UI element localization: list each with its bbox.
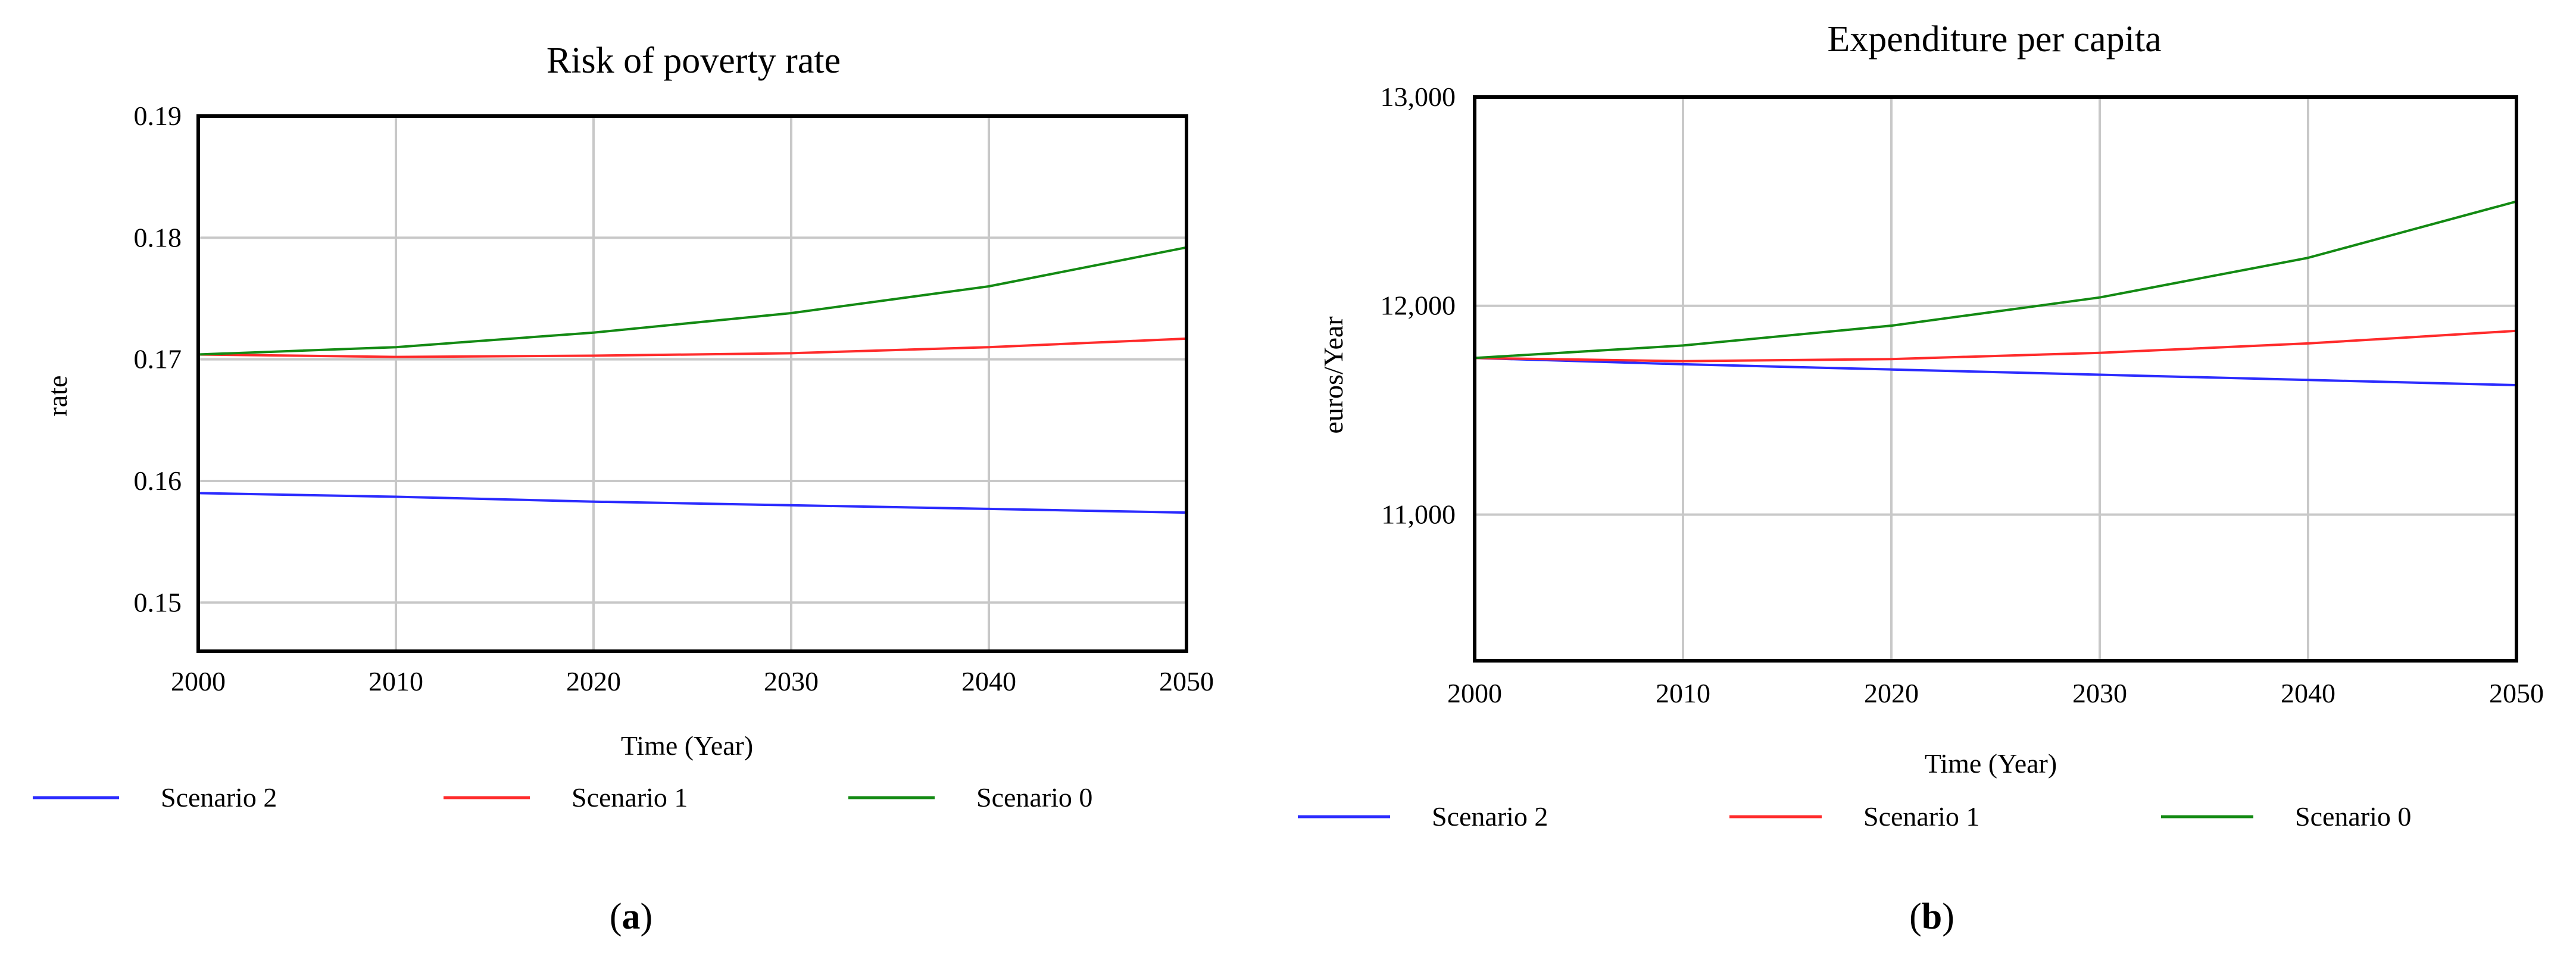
x-tick-label: 2000 [171, 666, 226, 696]
y-tick-labels: 0.15 0.16 0.17 0.18 0.19 [134, 101, 182, 617]
y-tick-label: 12,000 [1381, 290, 1456, 321]
x-tick-label: 2030 [764, 666, 819, 696]
x-axis-label: Time (Year) [621, 730, 753, 761]
legend-label: Scenario 1 [572, 782, 688, 813]
series-line-scenario-2 [1474, 357, 2517, 386]
x-tick-label: 2010 [369, 666, 423, 696]
y-axis-label: euros/Year [1318, 316, 1348, 433]
series-line-scenario-0 [198, 246, 1187, 356]
x-tick-label: 2020 [566, 666, 621, 696]
panel-caption-letter: a [622, 896, 641, 937]
panel-caption: (a) [610, 896, 652, 937]
y-tick-label: 11,000 [1381, 499, 1456, 529]
x-axis-label: Time (Year) [1925, 748, 2057, 779]
legend-label: Scenario 0 [2295, 801, 2411, 832]
chart-panel-b: Expenditure per capita 2000 2010 2020 2030 2… [1298, 19, 2544, 937]
series-line-scenario-0 [1474, 200, 2517, 360]
chart-panel-a: Risk of poverty rate 2000 2010 2020 2030 204… [33, 40, 1214, 937]
x-tick-label: 2040 [2281, 678, 2335, 708]
x-tick-label: 2020 [1864, 678, 1919, 708]
series-line-scenario-1 [1474, 329, 2517, 363]
chart-title: Expenditure per capita [1827, 19, 2161, 60]
x-tick-label: 2030 [2072, 678, 2127, 708]
x-tick-label: 2050 [2489, 678, 2544, 708]
legend: Scenario 2 Scenario 1 Scenario 0 [1298, 801, 2411, 832]
grid-layer [1475, 97, 2516, 661]
y-tick-label: 0.19 [134, 101, 182, 131]
x-tick-label: 2010 [1656, 678, 1710, 708]
x-tick-labels: 2000 2010 2020 2030 2040 2050 [1447, 678, 2544, 708]
x-tick-label: 2050 [1159, 666, 1214, 696]
legend: Scenario 2 Scenario 1 Scenario 0 [33, 782, 1092, 813]
series-line-scenario-1 [198, 337, 1187, 358]
x-tick-labels: 2000 2010 2020 2030 2040 2050 [171, 666, 1214, 696]
legend-label: Scenario 2 [161, 782, 277, 813]
x-tick-label: 2040 [961, 666, 1016, 696]
panel-caption: (b) [1909, 896, 1954, 937]
y-tick-labels: 11,000 12,000 13,000 [1381, 82, 1456, 529]
legend-label: Scenario 0 [976, 782, 1092, 813]
y-tick-label: 0.15 [134, 587, 182, 617]
grid-layer [198, 116, 1186, 651]
y-tick-label: 13,000 [1381, 82, 1456, 112]
y-tick-label: 0.17 [134, 344, 182, 374]
legend-label: Scenario 1 [1863, 801, 1979, 832]
plot-frame [1473, 95, 2518, 663]
y-tick-label: 0.16 [134, 465, 182, 496]
series-layer [198, 246, 1187, 514]
legend-label: Scenario 2 [1432, 801, 1548, 832]
chart-title: Risk of poverty rate [547, 40, 841, 81]
series-line-scenario-2 [198, 492, 1187, 514]
y-axis-label: rate [42, 376, 73, 417]
plot-frame [196, 114, 1188, 653]
y-tick-label: 0.18 [134, 222, 182, 252]
x-tick-label: 2000 [1447, 678, 1502, 708]
panel-caption-letter: b [1922, 896, 1942, 937]
series-layer [1474, 200, 2517, 386]
